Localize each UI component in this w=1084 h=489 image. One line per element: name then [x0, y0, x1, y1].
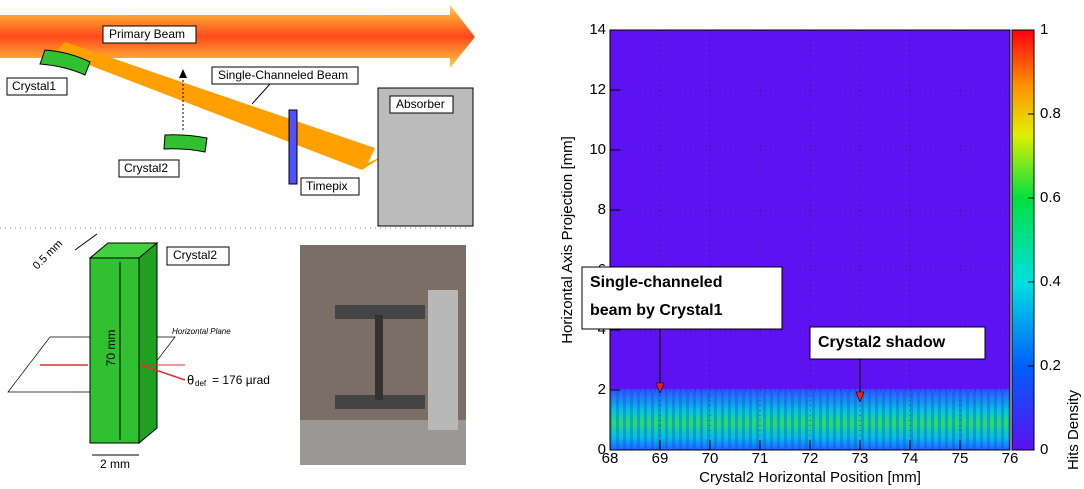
- colorbar-tick-label: 1: [1040, 21, 1048, 38]
- x-tick-label: 76: [1002, 450, 1019, 467]
- label: Timepix: [306, 179, 348, 193]
- colorbar-tick-label: 0: [1040, 441, 1048, 458]
- label-box: [166, 246, 230, 266]
- photo-part: [375, 315, 383, 400]
- label-box: [300, 177, 360, 196]
- label: Absorber: [396, 97, 445, 111]
- x-tick-label: 70: [702, 450, 719, 467]
- label: 0.5 mm: [31, 238, 65, 272]
- channeled-beam-arrow: [55, 42, 385, 170]
- label: 2 mm: [100, 457, 130, 471]
- annotation-box: [581, 266, 783, 330]
- beam-out: [140, 364, 186, 381]
- label: = 176 µrad: [212, 373, 270, 387]
- colorbar-tick-label: 0.8: [1040, 105, 1061, 122]
- annotation: beam by Crystal1: [590, 302, 723, 319]
- label: Primary Beam: [109, 27, 185, 41]
- crystal-sketch: Crystal2 0.5 mm 70 mm 2 mm Horizontal Pl…: [7, 233, 270, 471]
- label-box: [6, 77, 68, 96]
- label: Single-Channeled Beam: [218, 68, 348, 82]
- x-axis-label: Crystal2 Horizontal Position [mm]: [699, 469, 921, 486]
- colorbar: [1012, 30, 1034, 450]
- label: θ: [187, 372, 194, 387]
- colorbar-label: Hits Density: [1065, 390, 1082, 471]
- label: 70 mm: [104, 330, 118, 367]
- annotation: Single-channeled: [590, 274, 722, 291]
- x-tick-label: 74: [902, 450, 919, 467]
- y-tick-label: 12: [589, 81, 606, 98]
- x-tick-label: 71: [752, 450, 769, 467]
- label: def: [195, 379, 207, 388]
- dimension: [74, 233, 98, 251]
- label-box: [102, 25, 197, 44]
- y-tick-label: 8: [598, 201, 606, 218]
- arrow-head: [179, 69, 187, 78]
- y-tick-label: 0: [598, 441, 606, 458]
- heatmap: [610, 30, 1034, 450]
- photo-part: [335, 305, 425, 319]
- label-box: [118, 159, 180, 178]
- y-tick-label: 10: [589, 141, 606, 158]
- colorbar-tick-label: 0.4: [1040, 273, 1061, 290]
- y-tick-label: 2: [598, 381, 606, 398]
- crystal-side: [138, 241, 158, 445]
- label: Crystal2: [173, 248, 217, 262]
- label: Crystal1: [12, 79, 56, 93]
- colorbar-tick-label: 0.2: [1040, 357, 1061, 374]
- frame: [609, 29, 1011, 451]
- x-tick-label: 69: [652, 450, 669, 467]
- colorbar-frame: [1011, 29, 1035, 451]
- photo-part: [335, 395, 425, 409]
- y-tick-label: 14: [589, 21, 606, 38]
- band-texture: [610, 389, 1010, 450]
- annotation: Crystal2 shadow: [818, 334, 946, 351]
- label: Horizontal Plane: [172, 327, 231, 336]
- pointer: [251, 83, 271, 105]
- x-tick-label: 72: [802, 450, 819, 467]
- x-tick-label: 75: [952, 450, 969, 467]
- photo-part: [428, 290, 458, 430]
- timepix-detector: [288, 109, 298, 185]
- beam-diagram: Primary Beam Crystal1 Single-Channeled B…: [0, 5, 475, 227]
- y-axis-label: Horizontal Axis Projection [mm]: [559, 136, 576, 344]
- crystal-front: [89, 257, 140, 444]
- primary-beam-arrow: [0, 5, 475, 68]
- arrow-head: [855, 391, 865, 403]
- x-tick-label: 73: [852, 450, 869, 467]
- x-tick-label: 68: [602, 450, 619, 467]
- label-box: [211, 66, 359, 85]
- colorbar-tick-label: 0.6: [1040, 189, 1061, 206]
- label-box: [389, 95, 454, 114]
- arrow-head: [655, 382, 665, 394]
- photo: [300, 245, 466, 465]
- annotation-box: [809, 326, 986, 360]
- label: Crystal2: [124, 161, 168, 175]
- crystal2: [163, 134, 208, 153]
- crystal1: [39, 49, 91, 76]
